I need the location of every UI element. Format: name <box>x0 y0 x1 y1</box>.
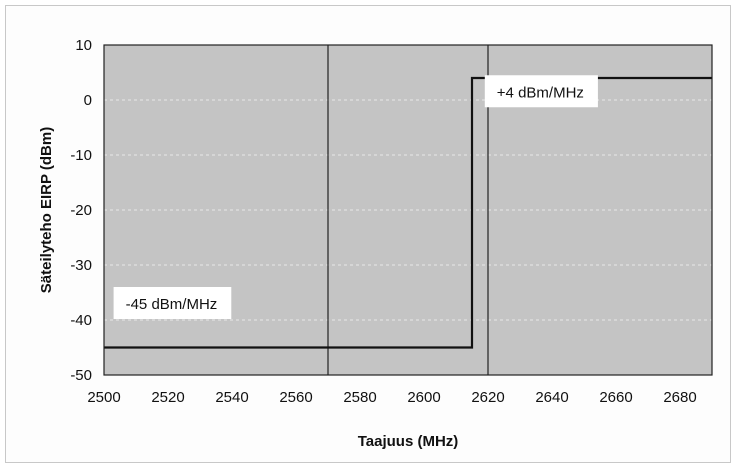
annotation-box <box>484 75 598 108</box>
x-tick-label: 2540 <box>215 389 248 406</box>
plot-border <box>103 44 713 376</box>
y-tick-label: -20 <box>70 202 92 219</box>
x-tick-label: 2620 <box>471 389 504 406</box>
x-axis-title: Taajuus (MHz) <box>358 433 459 450</box>
x-tick-label: 2520 <box>151 389 184 406</box>
x-tick-labels: 2500 2520 2540 2560 2580 2600 2620 2640 2660 2680 <box>87 389 696 406</box>
y-tick-label: -50 <box>70 367 92 384</box>
x-tick-label: 2560 <box>279 389 312 406</box>
y-axis-title: Säteilyteho EIRP (dBm) <box>38 127 55 293</box>
y-tick-label: -10 <box>70 147 92 164</box>
annotations: +4 dBm/MHz -45 dBm/MHz <box>113 75 598 319</box>
annotation-box <box>113 287 232 319</box>
x-tick-label: 2580 <box>343 389 376 406</box>
gridlines <box>104 99 712 321</box>
annotation: +4 dBm/MHz <box>484 75 598 108</box>
y-tick-labels: 10 0 -10 -20 -30 -40 -50 <box>70 37 92 384</box>
x-tick-label: 2600 <box>407 389 440 406</box>
y-tick-label: -40 <box>70 312 92 329</box>
x-tick-label: 2640 <box>535 389 568 406</box>
y-tick-label: 0 <box>84 92 92 109</box>
annotation-label: -45 dBm/MHz <box>126 296 218 313</box>
y-tick-label: 10 <box>75 37 92 54</box>
annotation-label: +4 dBm/MHz <box>497 84 584 101</box>
annotation: -45 dBm/MHz <box>113 287 232 319</box>
x-tick-label: 2680 <box>663 389 696 406</box>
x-tick-label: 2660 <box>599 389 632 406</box>
x-tick-label: 2500 <box>87 389 120 406</box>
y-tick-label: -30 <box>70 257 92 274</box>
